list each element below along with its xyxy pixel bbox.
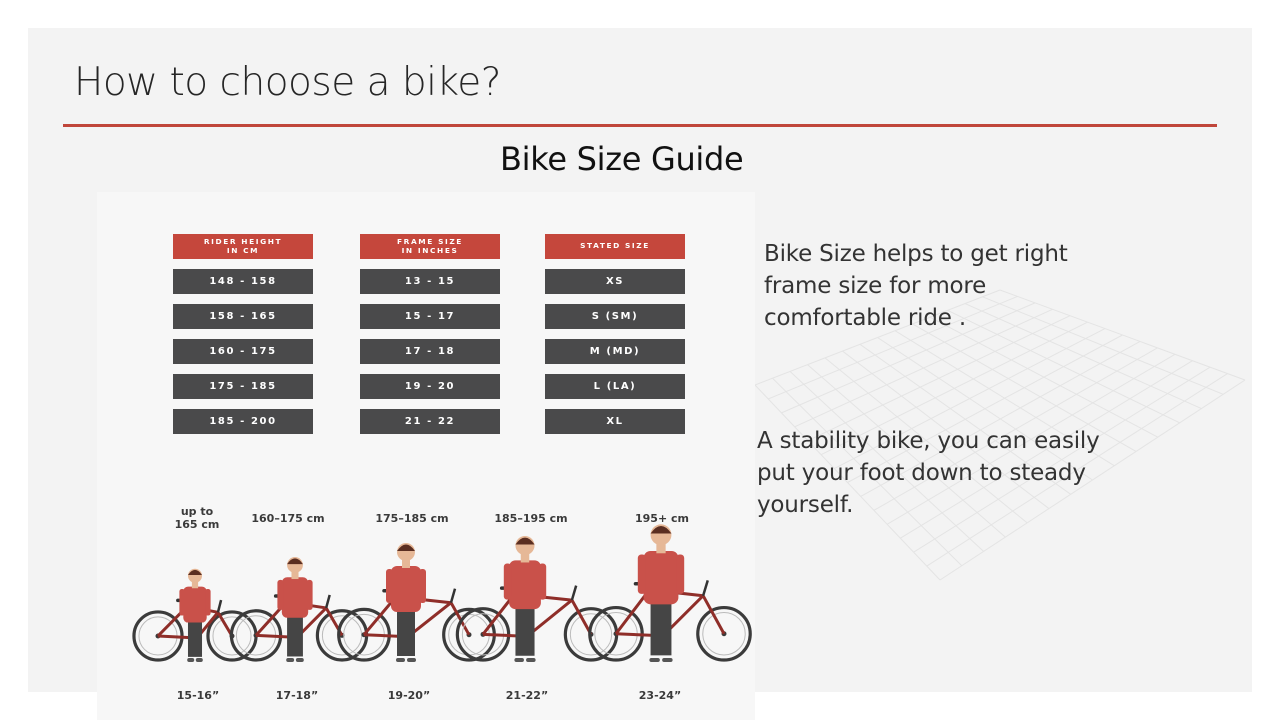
grid-line (772, 377, 963, 567)
table-cell-stated-size: S (SM) (545, 304, 685, 329)
table-cell-rider-height: 185 - 200 (173, 409, 313, 434)
table-header-frame-size: FRAME SIZE IN INCHES (360, 234, 500, 259)
table-cell-rider-height: 160 - 175 (173, 339, 313, 364)
frame-size-label: 19-20” (387, 689, 431, 702)
perspective-grid-decoration (754, 289, 1246, 581)
grid-line (807, 364, 1006, 538)
bike-size-chart-image: RIDER HEIGHT IN CM FRAME SIZE IN INCHES ST… (97, 192, 755, 720)
rider-height-label: up to 165 cm (174, 505, 220, 531)
table-cell-rider-height: 148 - 158 (173, 269, 313, 294)
grid-line (860, 340, 1141, 497)
table-cell-stated-size: XL (545, 409, 685, 434)
table-cell-frame-size: 15 - 17 (360, 304, 500, 329)
guide-heading: Bike Size Guide (500, 140, 744, 178)
grid-line (926, 373, 1228, 567)
table-cell-frame-size: 21 - 22 (360, 409, 500, 434)
table-cell-stated-size: L (LA) (545, 374, 685, 399)
rider-height-label: 175–185 cm (375, 512, 449, 525)
table-cell-frame-size: 13 - 15 (360, 269, 500, 294)
title-divider (63, 124, 1217, 127)
rider-figure (337, 543, 496, 662)
table-cell-rider-height: 158 - 165 (173, 304, 313, 329)
frame-size-label: 23-24” (638, 689, 682, 702)
rider-height-label: 195+ cm (635, 512, 689, 525)
grid-line (824, 357, 1028, 524)
grid-line (913, 366, 1211, 553)
table-header-rider-height: RIDER HEIGHT IN CM (173, 234, 313, 259)
table-cell-stated-size: XS (545, 269, 685, 294)
rider-height-label: 185–195 cm (494, 512, 568, 525)
riders-with-bikes-illustration (132, 524, 752, 662)
grid-line (877, 337, 1093, 481)
table-cell-stated-size: M (MD) (545, 339, 685, 364)
rider-figure (229, 557, 369, 662)
grid-line (754, 384, 941, 581)
rider-figure (588, 524, 752, 662)
grid-line (900, 360, 1193, 539)
grid-line (842, 350, 1050, 509)
grid-line (873, 347, 1158, 511)
rider-figure (132, 568, 258, 662)
frame-size-label: 17-18” (275, 689, 319, 702)
grid-line (789, 371, 984, 552)
frame-size-label: 15-16” (176, 689, 220, 702)
grid-line (886, 353, 1176, 525)
grid-line (859, 343, 1072, 495)
paragraph-bike-size: Bike Size helps to get right frame size … (764, 241, 1068, 331)
table-cell-rider-height: 175 - 185 (173, 374, 313, 399)
table-cell-frame-size: 19 - 20 (360, 374, 500, 399)
paragraph-stability: A stability bike, you can easily put you… (757, 428, 1100, 518)
slide-title: How to choose a bike? (74, 60, 501, 105)
frame-size-label: 21-22” (505, 689, 549, 702)
grid-line (939, 379, 1246, 581)
size-table: RIDER HEIGHT IN CM FRAME SIZE IN INCHES ST… (97, 192, 755, 452)
rider-height-label: 160–175 cm (251, 512, 325, 525)
table-cell-frame-size: 17 - 18 (360, 339, 500, 364)
rider-figure (455, 535, 619, 662)
table-header-stated-size: STATED SIZE (545, 234, 685, 259)
